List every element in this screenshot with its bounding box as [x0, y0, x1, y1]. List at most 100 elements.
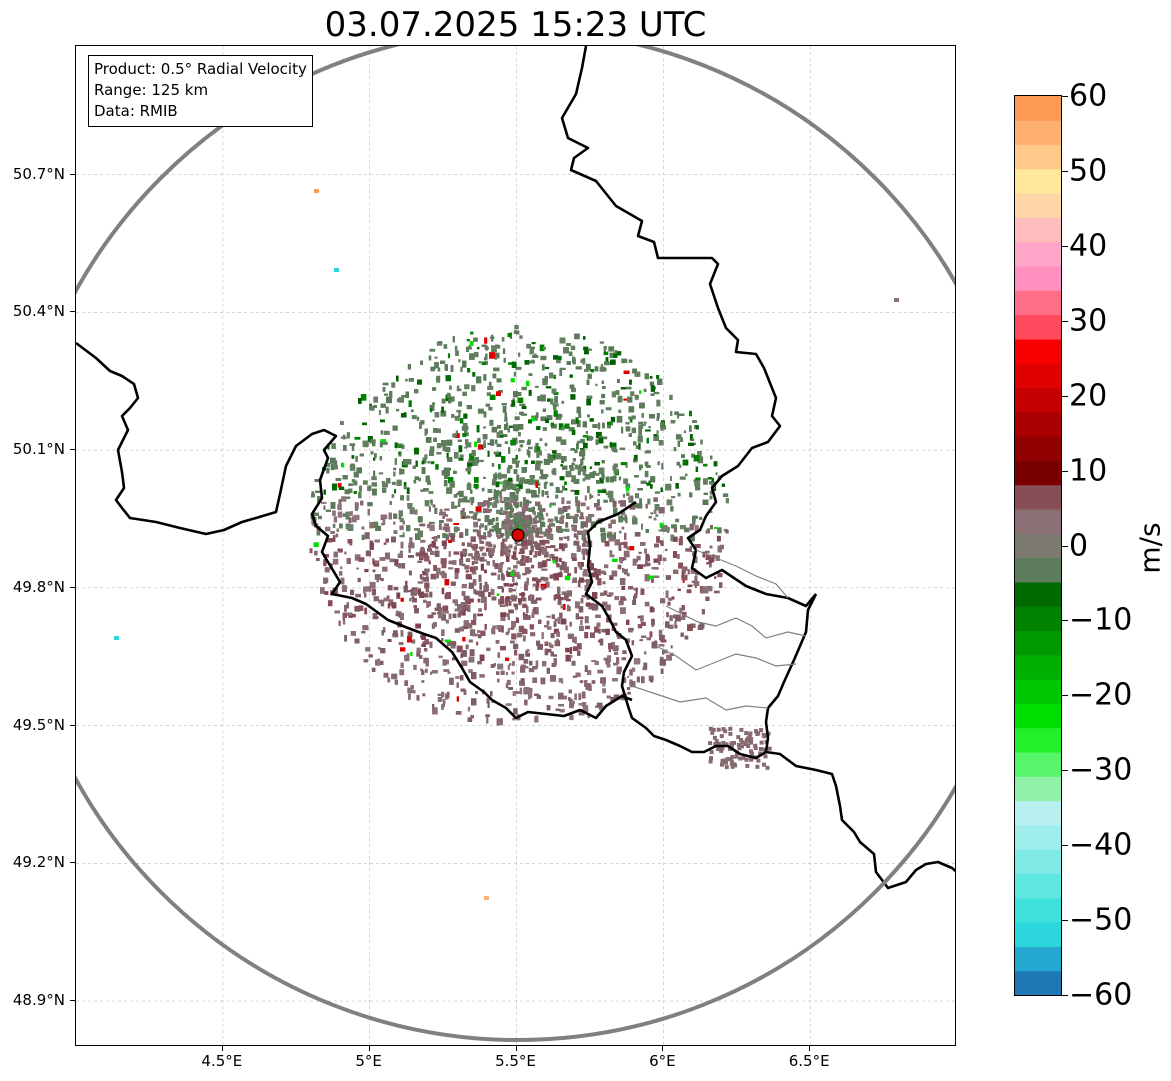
echo-pixel: [556, 436, 562, 442]
echo-pixel: [506, 481, 512, 485]
echo-pixel: [452, 336, 455, 343]
echo-pixel: [710, 510, 713, 513]
echo-pixel: [537, 532, 543, 535]
echo-pixel: [381, 481, 386, 484]
echo-pixel: [398, 445, 402, 448]
echo-pixel: [605, 659, 610, 665]
echo-pixel: [629, 495, 634, 499]
echo-pixel: [367, 502, 373, 507]
echo-pixel: [490, 336, 495, 339]
echo-pixel: [594, 503, 598, 508]
echo-pixel: [513, 427, 519, 432]
echo-pixel: [511, 589, 516, 592]
echo-pixel: [621, 358, 628, 364]
echo-pixel: [524, 567, 531, 575]
echo-pixel: [370, 439, 376, 444]
echo-pixel: [543, 482, 547, 489]
echo-pixel: [520, 678, 525, 684]
echo-pixel: [655, 514, 659, 517]
echo-pixel: [478, 361, 481, 364]
echo-pixel: [526, 449, 530, 456]
echo-pixel: [702, 586, 709, 594]
echo-pixel: [454, 345, 458, 351]
echo-pixel: [398, 397, 404, 403]
echo-pixel: [582, 435, 589, 438]
echo-pixel: [560, 515, 565, 518]
echo-pixel: [582, 478, 586, 482]
echo-pixel: [699, 516, 703, 520]
echo-pixel: [522, 510, 525, 516]
echo-pixel: [553, 658, 557, 666]
echo-pixel: [434, 412, 440, 418]
echo-pixel: [517, 397, 524, 403]
echo-pixel: [558, 597, 564, 601]
echo-pixel: [626, 546, 630, 550]
echo-pixel: [676, 461, 681, 466]
echo-pixel: [496, 509, 503, 514]
echo-pixel: [501, 572, 504, 580]
echo-pixel: [344, 635, 347, 642]
echo-pixel: [623, 677, 627, 684]
echo-pixel: [330, 531, 335, 534]
echo-pixel: [325, 526, 331, 532]
radar-map-panel[interactable]: [75, 45, 956, 1046]
echo-pixel: [602, 581, 606, 585]
echo-pixel: [468, 669, 473, 673]
echo-pixel: [424, 555, 430, 562]
echo-pixel: [559, 369, 563, 377]
echo-pixel: [591, 680, 596, 684]
echo-pixel: [437, 341, 442, 344]
echo-pixel: [460, 553, 466, 557]
echo-pixel: [380, 578, 384, 582]
echo-pixel: [602, 490, 607, 493]
echo-pixel: [313, 512, 319, 516]
echo-pixel: [659, 659, 666, 666]
echo-pixel: [600, 533, 607, 537]
echo-pixel: [499, 490, 502, 498]
echo-pixel: [403, 585, 408, 593]
echo-pixel: [454, 608, 461, 612]
echo-pixel: [379, 440, 383, 448]
echo-pixel: [691, 580, 695, 583]
echo-pixel: [344, 489, 350, 495]
echo-pixel: [491, 426, 498, 433]
echo-pixel: [665, 592, 669, 598]
echo-pixel: [349, 464, 356, 471]
echo-pixel: [471, 569, 477, 575]
echo-pixel: [628, 496, 632, 500]
echo-pixel: [373, 457, 376, 461]
echo-pixel: [393, 513, 398, 519]
echo-pixel: [546, 495, 549, 498]
echo-pixel: [493, 500, 500, 504]
echo-pixel: [479, 540, 485, 544]
echo-pixel: [708, 557, 715, 563]
echo-pixel: [506, 556, 510, 562]
echo-pixel: [683, 430, 687, 434]
echo-pixel: [725, 530, 729, 534]
echo-pixel: [433, 565, 437, 571]
echo-pixel: [526, 577, 529, 584]
echo-pixel: [497, 481, 503, 485]
echo-pixel: [436, 342, 442, 346]
echo-pixel: [646, 637, 651, 641]
echo-pixel: [629, 681, 636, 688]
echo-pixel: [607, 533, 613, 538]
echo-pixel: [501, 626, 504, 633]
echo-pixel: [442, 444, 446, 451]
echo-pixel: [408, 542, 415, 549]
echo-pixel: [326, 467, 330, 474]
echo-pixel: [561, 591, 567, 595]
echo-pixel: [488, 592, 491, 597]
echo-pixel: [594, 661, 599, 665]
echo-pixel: [654, 543, 659, 548]
echo-pixel: [673, 551, 677, 558]
echo-pixel: [540, 416, 547, 421]
echo-pixel: [569, 698, 573, 706]
echo-pixel: [560, 464, 563, 467]
echo-pixel: [340, 462, 345, 468]
echo-pixel: [656, 399, 661, 407]
echo-pixel: [337, 511, 343, 518]
echo-pixel: [518, 598, 522, 604]
echo-pixel: [639, 639, 643, 642]
echo-pixel: [626, 551, 630, 556]
